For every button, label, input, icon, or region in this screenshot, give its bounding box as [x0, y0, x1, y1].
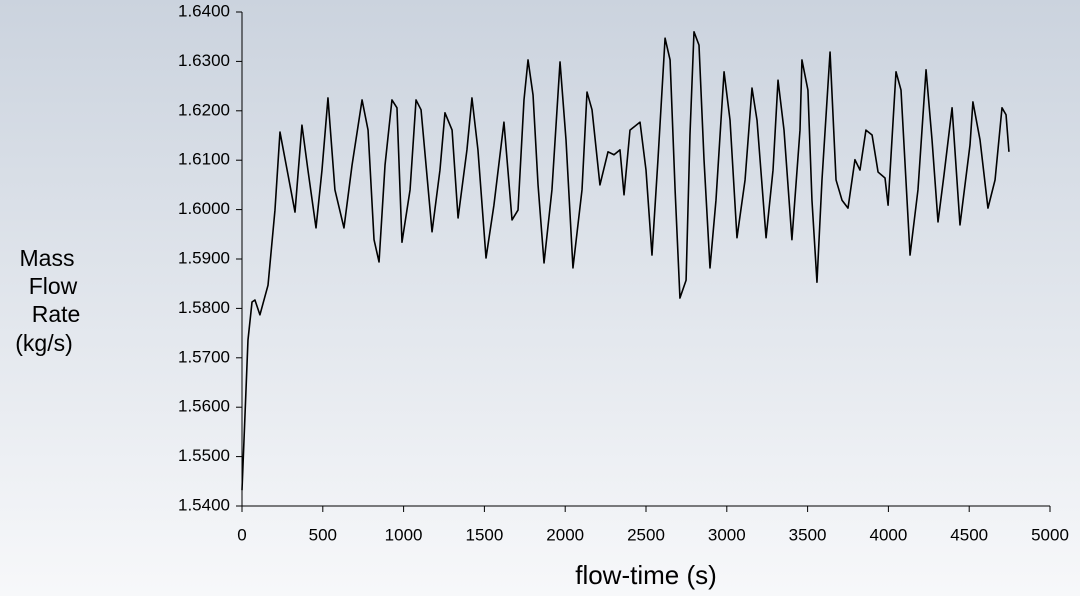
- x-tick-label: 500: [309, 525, 337, 544]
- x-tick-label: 4000: [869, 525, 907, 544]
- y-tick-label: 1.6400: [178, 1, 230, 20]
- y-tick-label: 1.6000: [178, 199, 230, 218]
- y-tick-label: 1.5800: [178, 298, 230, 317]
- y-tick-label: 1.5500: [178, 446, 230, 465]
- y-axis-label: Mass: [20, 245, 75, 271]
- x-tick-label: 4500: [950, 525, 988, 544]
- y-tick-label: 1.5700: [178, 347, 230, 366]
- y-tick-label: 1.5400: [178, 495, 230, 514]
- x-tick-label: 1000: [385, 525, 423, 544]
- data-line: [241, 30, 1010, 491]
- y-tick-label: 1.5900: [178, 248, 230, 267]
- y-tick-label: 1.6100: [178, 150, 230, 169]
- x-tick-label: 3000: [708, 525, 746, 544]
- x-tick-label: 2500: [627, 525, 665, 544]
- x-tick-label: 0: [237, 525, 246, 544]
- x-tick-label: 3500: [789, 525, 827, 544]
- x-tick-label: 1500: [465, 525, 503, 544]
- y-tick-label: 1.6200: [178, 100, 230, 119]
- y-axis-label: (kg/s): [15, 330, 73, 356]
- y-tick-label: 1.6300: [178, 51, 230, 70]
- y-axis-label: Rate: [32, 301, 81, 327]
- y-tick-label: 1.5600: [178, 397, 230, 416]
- x-axis-label: flow-time (s): [575, 560, 717, 590]
- y-axis-label: Flow: [29, 273, 78, 299]
- x-tick-label: 2000: [546, 525, 584, 544]
- x-tick-label: 5000: [1031, 525, 1069, 544]
